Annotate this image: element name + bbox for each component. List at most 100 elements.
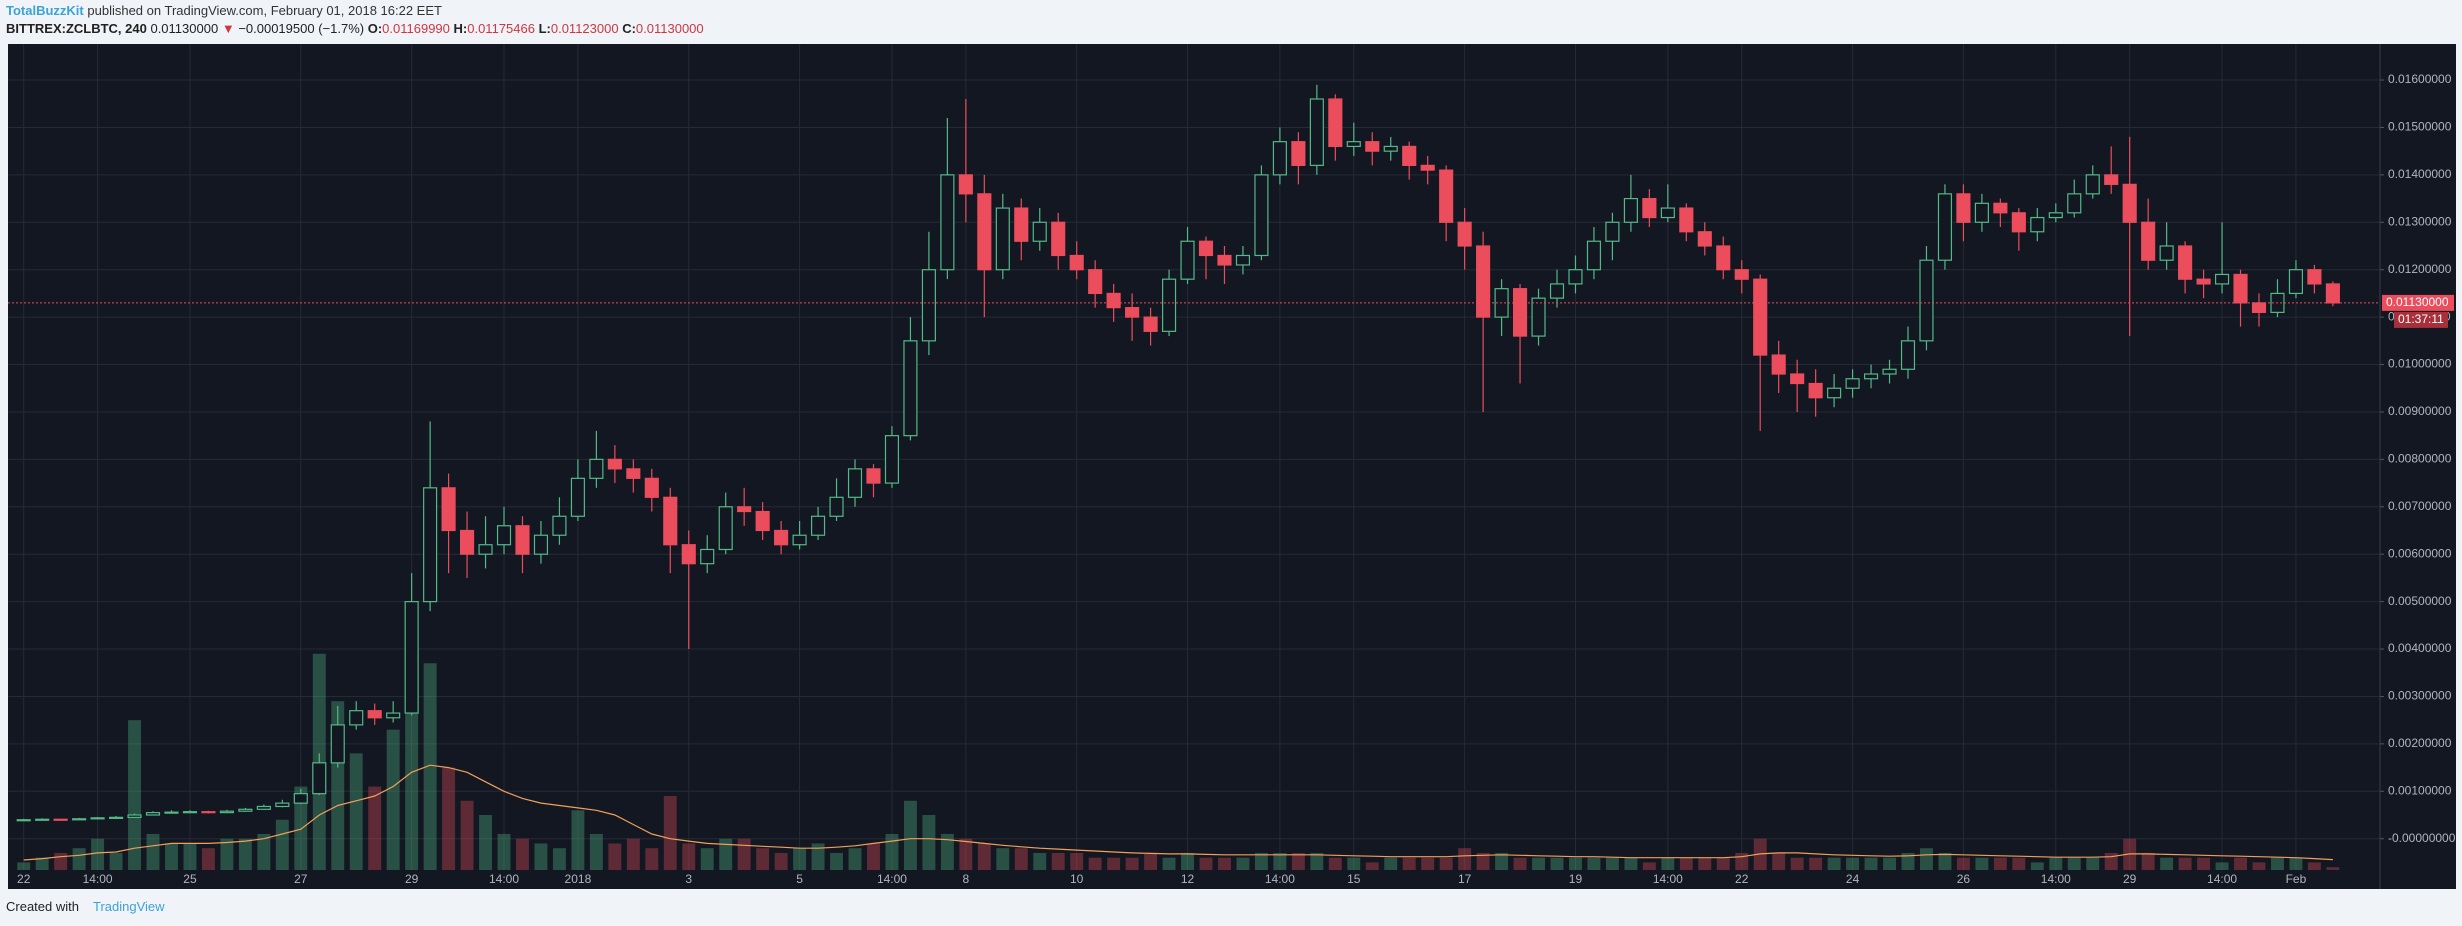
volume-bar xyxy=(1439,857,1453,870)
candle-body xyxy=(496,525,512,546)
y-tick-label: 0.00700000 xyxy=(2388,499,2452,513)
candle-body xyxy=(626,468,641,479)
volume-bar xyxy=(1809,857,1823,870)
candle-body xyxy=(1143,316,1158,332)
x-tick-label: 14:00 xyxy=(1653,872,1683,886)
candle-body xyxy=(866,468,881,484)
y-tick-label: 0.00300000 xyxy=(2388,689,2452,703)
volume-bar xyxy=(867,843,880,870)
volume-bar xyxy=(516,838,529,870)
candle-body xyxy=(2307,269,2322,285)
y-tick-label: 0.00100000 xyxy=(2388,783,2452,797)
candle-body xyxy=(386,712,401,719)
candle-body xyxy=(1716,245,1731,271)
candle-body xyxy=(737,506,752,513)
volume-bar xyxy=(1107,857,1121,870)
candle-body xyxy=(1309,98,1324,166)
candle-body xyxy=(644,477,659,498)
candle-body xyxy=(774,529,789,546)
volume-bar xyxy=(903,800,917,870)
volume-bar xyxy=(91,838,105,870)
volume-bar xyxy=(1661,857,1675,870)
countdown-tag xyxy=(2394,311,2448,328)
x-tick-label: 19 xyxy=(1569,872,1583,886)
candle-body xyxy=(2178,245,2193,280)
x-tick-label: 3 xyxy=(685,872,692,886)
y-tick-label: 0.01400000 xyxy=(2388,167,2452,181)
volume-bar xyxy=(682,843,696,870)
candle-body xyxy=(127,814,142,818)
volume-bar xyxy=(2326,867,2340,870)
volume-bar xyxy=(1513,857,1527,870)
candle-body xyxy=(1586,240,1602,271)
volume-bar xyxy=(2049,857,2063,870)
candle-body xyxy=(1383,145,1398,152)
x-tick-label: 29 xyxy=(405,872,419,886)
x-tick-label: 14:00 xyxy=(489,872,519,886)
candle-body xyxy=(1827,387,1842,399)
candle-body xyxy=(1014,207,1029,242)
candle-body xyxy=(330,724,345,764)
candle-body xyxy=(940,174,955,271)
y-tick-label: 0.00800000 xyxy=(2388,452,2452,466)
volume-bar xyxy=(1642,862,1656,870)
candle-body xyxy=(2325,283,2340,304)
candle-body xyxy=(1420,164,1435,171)
candle-body xyxy=(995,207,1010,271)
candle-body xyxy=(1679,207,1694,233)
candle-body xyxy=(2251,302,2267,313)
volume-bar xyxy=(1716,857,1730,870)
volume-bar xyxy=(2307,862,2321,870)
candle-body xyxy=(201,811,216,814)
candle-body xyxy=(2067,193,2082,214)
candle-body xyxy=(1808,382,1823,399)
candle-body xyxy=(256,805,271,810)
published-text: published on TradingView.com, February 0… xyxy=(87,3,442,18)
c-value: 0.01130000 xyxy=(635,21,704,36)
candle-body xyxy=(1549,283,1565,299)
candle-body xyxy=(1235,254,1251,266)
volume-bar xyxy=(1199,857,1213,870)
volume-bar xyxy=(571,810,585,870)
candle-body xyxy=(663,496,678,546)
candle-body xyxy=(1937,193,1953,261)
volume-bar xyxy=(552,848,566,870)
volume-bar xyxy=(885,833,899,870)
price: 0.01130000 xyxy=(150,21,219,36)
chart-background xyxy=(8,44,2456,889)
candle-body xyxy=(1180,240,1195,280)
volume-bar xyxy=(1236,857,1250,870)
candle-body xyxy=(1476,245,1491,318)
candle-body xyxy=(552,515,567,536)
candle-body xyxy=(2048,212,2063,219)
volume-bar xyxy=(275,819,289,870)
candle-body xyxy=(2104,174,2119,185)
volume-bar xyxy=(1328,857,1342,870)
candle-body xyxy=(1845,378,1860,389)
volume-bar xyxy=(201,848,215,870)
volume-bar xyxy=(2178,857,2192,870)
chart: -0.00000000 0.00100000 0.00200000 0.0030000… xyxy=(8,44,2456,889)
brand-link[interactable]: TradingView xyxy=(92,899,165,914)
candle-body xyxy=(810,515,826,536)
volume-bar xyxy=(2141,852,2155,870)
volume-bar xyxy=(1310,852,1324,870)
candle-body xyxy=(921,269,936,342)
volume-bar xyxy=(756,848,770,870)
candle-body xyxy=(53,818,68,821)
y-tick-label: 0.00600000 xyxy=(2388,546,2452,560)
header-line: TotalBuzzKit published on TradingView.co… xyxy=(6,3,442,18)
candle-body xyxy=(2141,221,2156,261)
x-tick-label: 24 xyxy=(1846,872,1860,886)
volume-bar xyxy=(1901,852,1915,870)
y-tick-label: 0.01600000 xyxy=(2388,72,2452,86)
candle-body xyxy=(1531,297,1546,337)
volume-bar xyxy=(719,838,733,870)
author-link[interactable]: TotalBuzzKit xyxy=(6,3,84,18)
candle-body xyxy=(35,818,50,821)
y-tick-label: 0.00900000 xyxy=(2388,404,2452,418)
volume-bar xyxy=(830,852,844,870)
candle-body xyxy=(2214,273,2230,285)
y-tick-label: 0.01300000 xyxy=(2388,214,2452,228)
volume-bar xyxy=(1993,857,2007,870)
